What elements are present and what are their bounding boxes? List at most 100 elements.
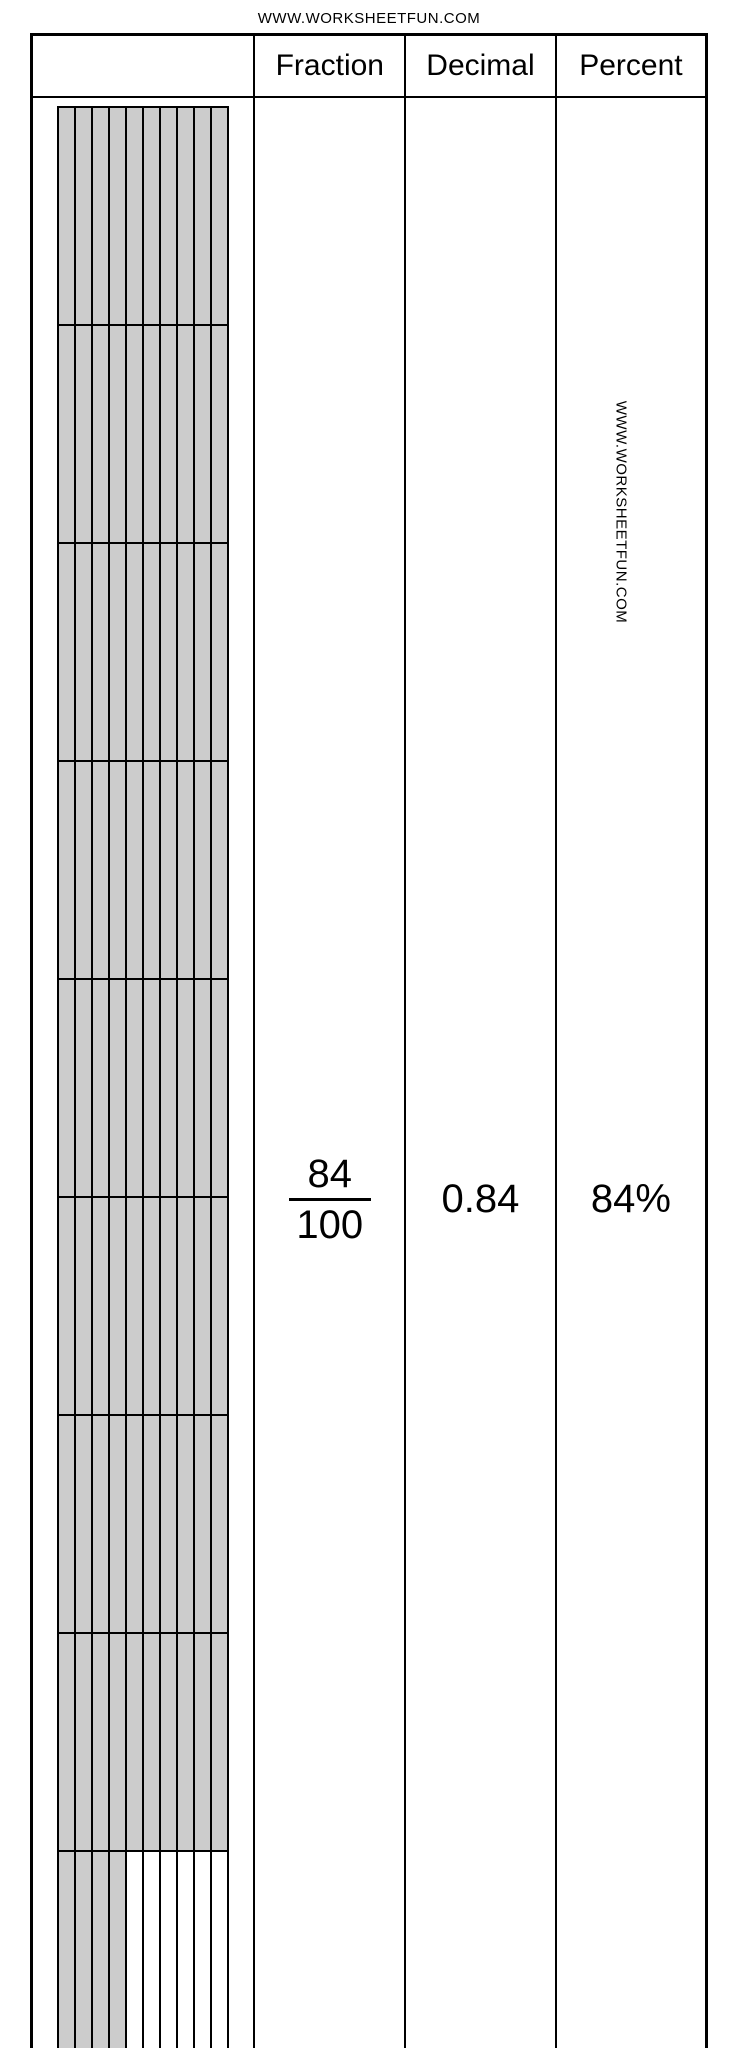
- grid-cell: [211, 761, 228, 979]
- grid-cell: [160, 107, 177, 325]
- grid-cell: [109, 543, 126, 761]
- grid-cell: [92, 761, 109, 979]
- grid-cell: [211, 1633, 228, 1851]
- grid-cell: [109, 1851, 126, 2048]
- grid-cell: [177, 1415, 194, 1633]
- grid-cell: [75, 325, 92, 543]
- grid-cell: [58, 1851, 75, 2048]
- grid-cell: [58, 1633, 75, 1851]
- grid-cell: [211, 325, 228, 543]
- grid-cell: [143, 325, 160, 543]
- grid-cell: [58, 1415, 75, 1633]
- grid-cell: [143, 1633, 160, 1851]
- grid-cell: [177, 761, 194, 979]
- fraction-value: 84100: [289, 1152, 371, 1247]
- grid-cell: [194, 1633, 211, 1851]
- header-fraction: Fraction: [254, 35, 405, 97]
- percent-value: 84%: [591, 1177, 671, 1221]
- grid-cell: [92, 1633, 109, 1851]
- grid-cell: [109, 761, 126, 979]
- grid-cell: [177, 325, 194, 543]
- grid-cell: [211, 543, 228, 761]
- grid-cell: [75, 1415, 92, 1633]
- grid-cell: [194, 107, 211, 325]
- grid-cell: [143, 979, 160, 1197]
- grid-cell: [109, 1633, 126, 1851]
- grid-cell: [211, 107, 228, 325]
- grid-cell: [211, 979, 228, 1197]
- grid-cell: [126, 761, 143, 979]
- grid-cell: [143, 1851, 160, 2048]
- header-row: Fraction Decimal Percent: [32, 35, 707, 97]
- grid-cell: [194, 1851, 211, 2048]
- grid-cell: [126, 1633, 143, 1851]
- grid-cell: [143, 1197, 160, 1415]
- grid-cell: [109, 1415, 126, 1633]
- grid-cell: [75, 107, 92, 325]
- grid-cell: [194, 761, 211, 979]
- grid-cell: [75, 761, 92, 979]
- grid-cell: [109, 1197, 126, 1415]
- fraction-bar: [289, 1198, 371, 1201]
- grid-cell: [75, 979, 92, 1197]
- grid-cell: [160, 325, 177, 543]
- fraction-cell: 84100: [254, 97, 405, 2048]
- grid-cell: [177, 1197, 194, 1415]
- grid-cell: [177, 107, 194, 325]
- grid-cell: [58, 1197, 75, 1415]
- grid-cell: [143, 543, 160, 761]
- grid-cell: [75, 1851, 92, 2048]
- grid-cell: [126, 1197, 143, 1415]
- side-url-label: WWW.WORKSHEETFUN.COM: [612, 401, 629, 623]
- grid-cell: [92, 1415, 109, 1633]
- fraction-denominator: 100: [289, 1203, 371, 1247]
- header-decimal: Decimal: [405, 35, 556, 97]
- grid-cell: [177, 543, 194, 761]
- grid-cell-col: [32, 97, 255, 2048]
- grid-cell: [160, 1633, 177, 1851]
- grid-cell: [126, 1415, 143, 1633]
- grid-cell: [211, 1851, 228, 2048]
- grid-cell: [58, 979, 75, 1197]
- grid-cell: [92, 543, 109, 761]
- worksheet-table: Fraction Decimal Percent 841000.8484%: [30, 33, 708, 2048]
- hundred-grid: [57, 106, 229, 2048]
- grid-cell: [160, 761, 177, 979]
- grid-cell: [109, 979, 126, 1197]
- grid-cell: [109, 325, 126, 543]
- header-grid: [32, 35, 255, 97]
- grid-cell: [92, 107, 109, 325]
- grid-cell: [160, 979, 177, 1197]
- table-row: 841000.8484%: [32, 97, 707, 2048]
- grid-cell: [211, 1197, 228, 1415]
- grid-cell: [92, 1851, 109, 2048]
- top-url-label: WWW.WORKSHEETFUN.COM: [30, 10, 708, 27]
- grid-cell: [126, 325, 143, 543]
- grid-cell: [177, 1851, 194, 2048]
- grid-cell: [92, 1197, 109, 1415]
- decimal-cell: 0.84: [405, 97, 556, 2048]
- grid-cell: [126, 543, 143, 761]
- header-percent: Percent: [556, 35, 707, 97]
- grid-cell: [194, 543, 211, 761]
- grid-cell: [58, 761, 75, 979]
- grid-cell: [194, 1415, 211, 1633]
- grid-cell: [92, 979, 109, 1197]
- decimal-value: 0.84: [442, 1177, 520, 1221]
- grid-cell: [177, 979, 194, 1197]
- grid-cell: [194, 325, 211, 543]
- grid-cell: [160, 1851, 177, 2048]
- grid-cell: [126, 107, 143, 325]
- grid-cell: [143, 1415, 160, 1633]
- fraction-numerator: 84: [289, 1152, 371, 1196]
- grid-cell: [126, 979, 143, 1197]
- grid-cell: [194, 979, 211, 1197]
- grid-cell: [75, 543, 92, 761]
- grid-cell: [143, 761, 160, 979]
- grid-cell: [58, 325, 75, 543]
- percent-cell: 84%: [556, 97, 707, 2048]
- grid-cell: [143, 107, 160, 325]
- grid-cell: [126, 1851, 143, 2048]
- grid-cell: [177, 1633, 194, 1851]
- grid-cell: [58, 107, 75, 325]
